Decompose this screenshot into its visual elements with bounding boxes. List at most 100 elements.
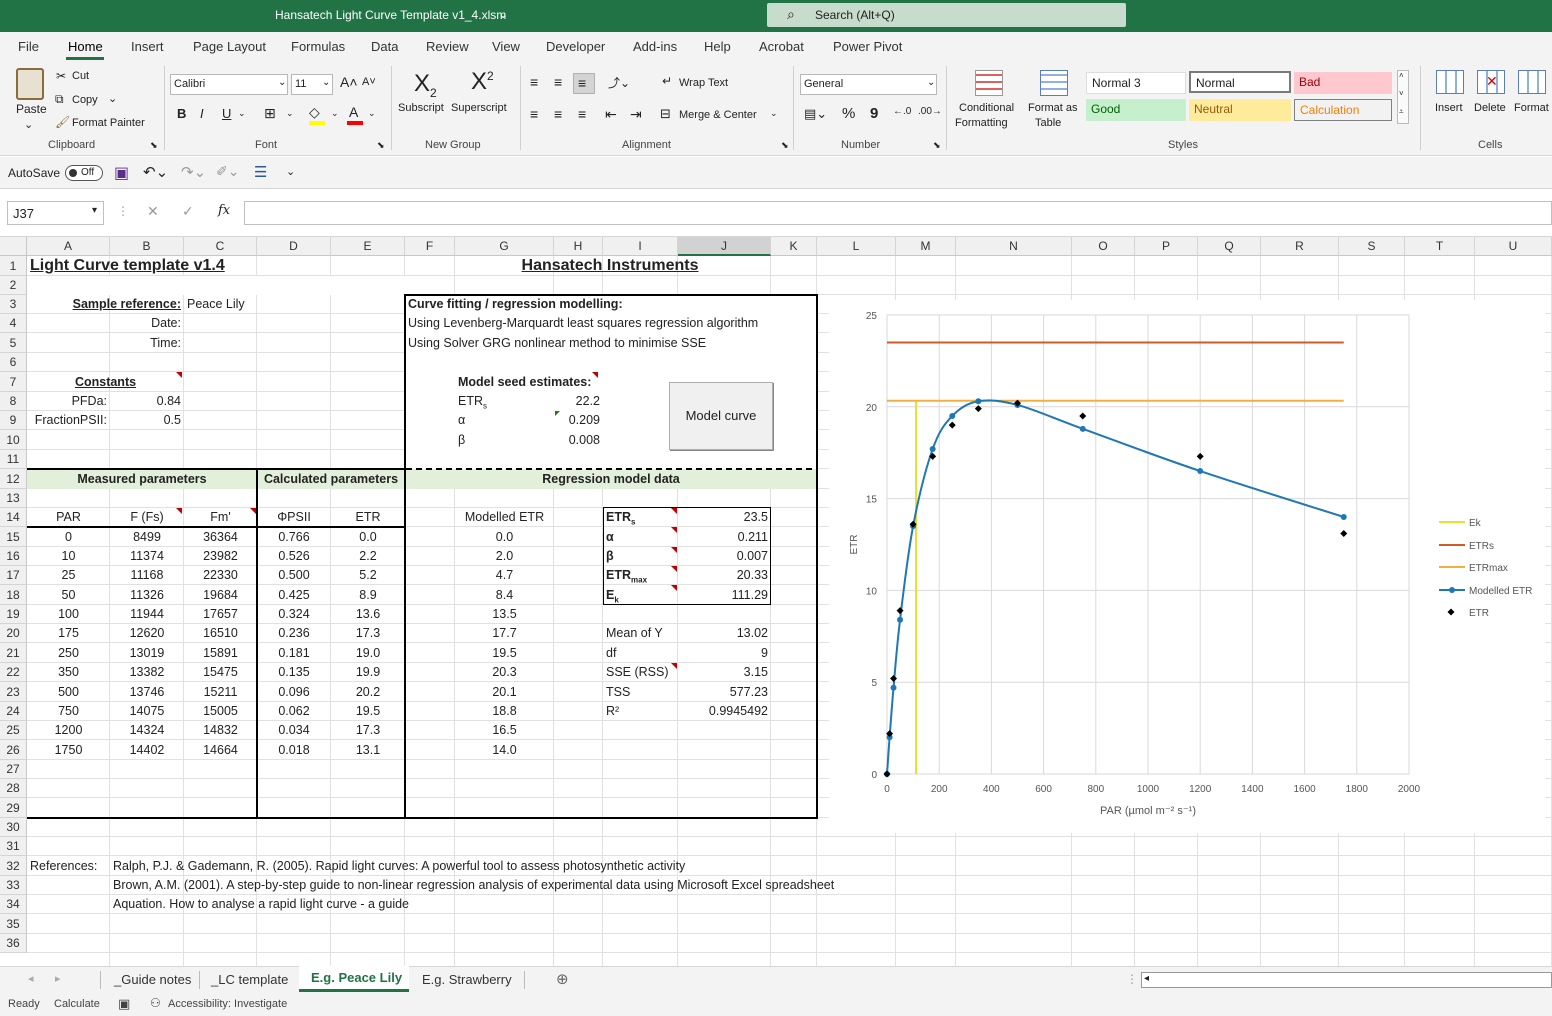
sample-ref-value[interactable]: Peace Lily (187, 297, 245, 311)
increase-indent-icon[interactable]: ⇥ (630, 106, 642, 122)
row-header[interactable]: 7 (0, 372, 27, 392)
chart[interactable]: 0 200 400 600 800 1000 1200 1400 1600 1800 2000 0 5 1… (829, 300, 1545, 833)
row-header[interactable]: 23 (0, 682, 27, 702)
fs-cell[interactable]: 14075 (129, 704, 165, 718)
seed-etr-value[interactable]: 22.2 (575, 394, 600, 408)
row-header[interactable]: 20 (0, 624, 27, 643)
superscript-button[interactable]: Superscript (451, 102, 507, 114)
align-bottom-button[interactable]: ≡ (573, 73, 595, 94)
row-header[interactable]: 5 (0, 333, 27, 353)
macro-icon[interactable]: ▣ (118, 996, 131, 1011)
column-header-I[interactable]: I (603, 237, 678, 256)
fm-cell[interactable]: 16510 (203, 626, 238, 640)
column-header-S[interactable]: S (1339, 237, 1405, 256)
italic-button[interactable]: I (200, 106, 204, 121)
column-header-U[interactable]: U (1475, 237, 1552, 256)
insert-cells-icon[interactable] (1436, 70, 1464, 94)
model-curve-button[interactable]: Model curve (669, 382, 773, 450)
row-header[interactable]: 30 (0, 818, 27, 837)
fm-cell[interactable]: 23982 (203, 549, 238, 563)
row-header[interactable]: 12 (0, 469, 27, 489)
status-calculate[interactable]: Calculate (54, 998, 100, 1010)
decrease-indent-icon[interactable]: ⇤ (605, 106, 617, 122)
copy-button[interactable]: Copy (72, 94, 98, 106)
seed-alpha-value[interactable]: 0.209 (568, 413, 600, 427)
insert-function-button[interactable]: fx (218, 203, 231, 218)
formula-input[interactable] (244, 201, 1552, 225)
decrease-decimal-icon[interactable]: .00→ (918, 106, 942, 117)
row-header[interactable]: 25 (0, 721, 27, 740)
menu-power-pivot[interactable]: Power Pivot (833, 39, 903, 54)
column-header-D[interactable]: D (257, 237, 331, 256)
column-header-G[interactable]: G (455, 237, 554, 256)
percent-button[interactable]: % (842, 105, 856, 122)
underline-button[interactable]: U (222, 106, 232, 121)
row-header[interactable]: 14 (0, 508, 27, 527)
row-header[interactable]: 22 (0, 663, 27, 682)
menu-help[interactable]: Help (704, 39, 731, 54)
conditional-formatting-label[interactable]: Formatting (955, 117, 1008, 129)
format-as-table-label[interactable]: Table (1035, 117, 1062, 129)
redo-icon[interactable]: ↷⌄ (181, 164, 207, 181)
tab-peace-lily[interactable]: E.g. Peace Lily (299, 966, 409, 992)
font-color-icon[interactable]: A (349, 104, 359, 120)
menu-addins[interactable]: Add-ins (633, 39, 678, 54)
column-header-T[interactable]: T (1405, 237, 1475, 256)
conditional-formatting-button[interactable]: Conditional (959, 102, 1015, 114)
column-header-K[interactable]: K (771, 237, 817, 256)
increase-decimal-icon[interactable]: ←.0 (893, 106, 912, 117)
underline-chevron-icon[interactable]: ⌄ (238, 108, 246, 118)
row-header[interactable]: 8 (0, 392, 27, 411)
style-good[interactable]: Good (1086, 99, 1186, 121)
column-header-P[interactable]: P (1135, 237, 1198, 256)
wrap-text-button[interactable]: Wrap Text (679, 77, 729, 89)
enter-icon[interactable]: ✓ (182, 203, 194, 219)
row-header[interactable]: 17 (0, 566, 27, 585)
par-cell[interactable]: 750 (58, 704, 79, 718)
column-header-C[interactable]: C (184, 237, 257, 256)
column-header-R[interactable]: R (1261, 237, 1339, 256)
number-launcher-icon[interactable]: ⬊ (933, 140, 941, 150)
row-header[interactable]: 21 (0, 643, 27, 663)
cut-icon[interactable]: ✂ (56, 69, 67, 83)
row-header[interactable]: 35 (0, 914, 27, 934)
row-header[interactable]: 2 (0, 276, 27, 295)
insert-cells-button[interactable]: Insert (1435, 102, 1463, 114)
spreadsheet-grid[interactable]: A B C D E F G H I J K L M N O P Q R S T U 1 2 3 4 5 6 7 8 9 10 11 12 13 14… (0, 237, 1552, 966)
column-header-F[interactable]: F (405, 237, 455, 256)
wrap-text-icon[interactable]: ↵ (662, 74, 673, 88)
row-header[interactable]: 6 (0, 353, 27, 372)
title-chevron-icon[interactable]: ⌄ (498, 7, 509, 21)
column-header-Q[interactable]: Q (1198, 237, 1261, 256)
decrease-font-icon[interactable]: A˅ (362, 76, 376, 88)
copy-icon[interactable]: ⧉ (55, 92, 64, 106)
column-header-B[interactable]: B (110, 237, 184, 256)
par-cell[interactable]: 500 (58, 685, 79, 699)
merge-chevron-icon[interactable]: ⌄ (770, 108, 778, 118)
autosave-toggle[interactable]: Off (65, 165, 103, 181)
fs-cell[interactable]: 11374 (130, 549, 164, 563)
number-format-select[interactable]: General ⌄ (800, 74, 937, 95)
styles-scroll[interactable]: ˄ ˅ ⩡ (1397, 70, 1409, 124)
orientation-icon[interactable]: ⤴⌄ (608, 76, 631, 90)
search-box[interactable]: ⌕ Search (Alt+Q) (767, 3, 1126, 27)
subscript-button[interactable]: Subscript (398, 102, 444, 114)
row-header[interactable]: 10 (0, 430, 27, 450)
par-cell[interactable]: 10 (61, 549, 76, 563)
fs-cell[interactable]: 11326 (130, 588, 164, 602)
delete-cells-icon[interactable]: ✕ (1477, 70, 1505, 94)
seed-beta-value[interactable]: 0.008 (568, 433, 600, 447)
par-cell[interactable]: 1750 (54, 743, 83, 757)
align-top-icon[interactable]: ≡ (530, 74, 539, 90)
cut-button[interactable]: Cut (72, 70, 90, 82)
par-cell[interactable]: 250 (58, 646, 79, 660)
format-cells-icon[interactable] (1518, 70, 1546, 94)
row-header[interactable]: 24 (0, 702, 27, 721)
column-header-O[interactable]: O (1072, 237, 1135, 256)
fpsii-value[interactable]: 0.5 (163, 413, 181, 427)
fs-cell[interactable]: 11168 (130, 568, 164, 582)
save-icon[interactable]: ▣ (114, 165, 130, 182)
name-box[interactable]: J37 ▾ (7, 201, 104, 225)
cancel-icon[interactable]: ✕ (147, 203, 159, 219)
comma-button[interactable]: 9 (870, 105, 879, 122)
